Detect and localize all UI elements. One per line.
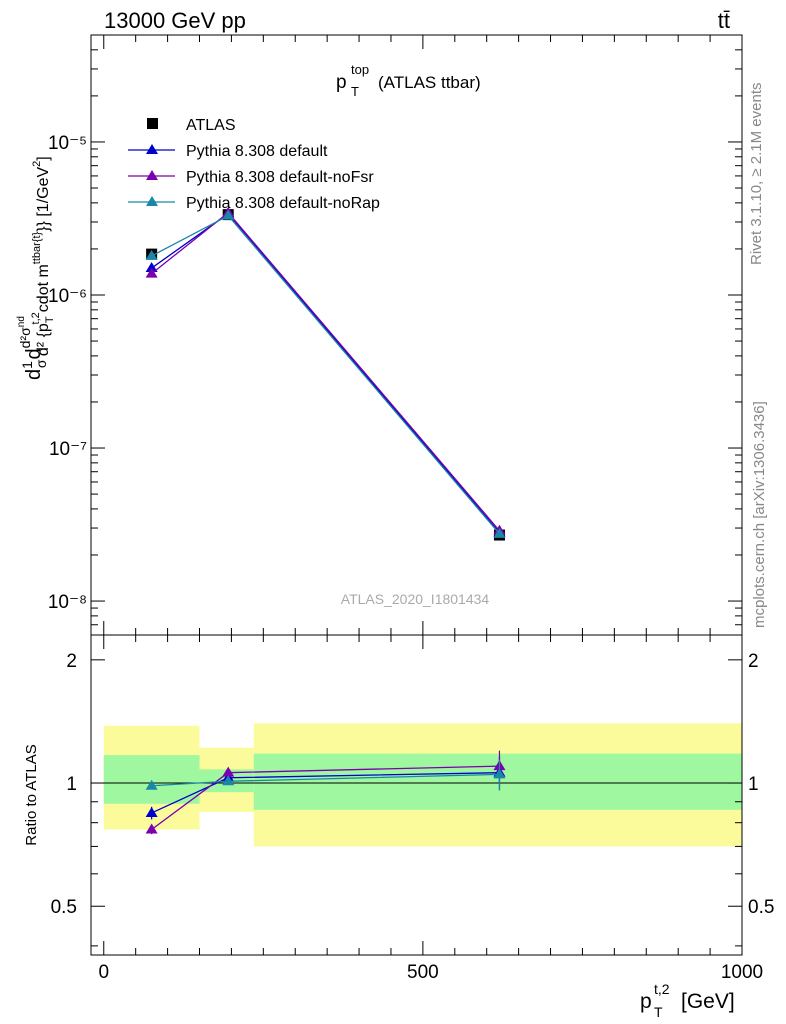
ratio-panel: 0 500 1000 0.5 0.5 1 1 2 2 [51,634,774,983]
main-ytick-label: 10⁻⁵ [48,133,87,154]
analysis-id: ATLAS_2020_I1801434 [341,591,490,607]
xtick-label: 0 [98,962,109,983]
ratio-noRap-point [493,768,506,779]
ratio-noFsr-point [222,766,235,777]
legend-marker-norap [146,196,158,206]
ratio-default-point [145,806,158,817]
svg-text:T: T [654,1004,663,1020]
legend-marker-atlas [147,118,158,129]
plot-title: p [336,72,347,93]
legend-label-default: Pythia 8.308 default [186,143,328,160]
main-noRap-point [493,527,506,538]
plot-title-sub: T [351,84,359,99]
ratio-ytick-label-right: 0.5 [748,897,774,918]
ratio-noRap-point [222,775,235,786]
main-noFsr-line [151,211,500,532]
ratio-band-inner [103,755,200,804]
main-ytick-label: 10⁻⁶ [48,286,87,307]
main-series [145,206,506,541]
main-default-point [145,262,158,273]
legend: ATLAS Pythia 8.308 default Pythia 8.308 … [128,117,380,212]
svg-text:p: p [640,990,652,1013]
main-ytick-label: 10⁻⁷ [49,439,87,460]
ratio-bands [91,723,742,847]
ratio-series [145,750,506,835]
legend-label-norap: Pythia 8.308 default-noRap [186,195,380,212]
legend-marker-default [146,144,158,154]
svg-text:t,2: t,2 [654,981,670,997]
ratio-ytick-label-left: 2 [66,651,77,672]
ratio-ytick-label-right: 1 [748,774,759,795]
main-noFsr-point [145,267,158,278]
mcplots-info: mcplots.cern.ch [arXiv:1306.3436] [751,401,768,628]
ratio-ytick-label-left: 1 [66,774,77,795]
ratio-band-inner [253,753,742,810]
main-noRap-point [222,209,235,220]
ratio-noFsr-point [145,823,158,834]
main-ytick-label: 10⁻⁸ [48,592,87,613]
legend-label-nofsr: Pythia 8.308 default-noFsr [186,169,374,186]
plot-title-sup: top [351,62,369,77]
xaxis-label: p T t,2 [GeV] [640,981,735,1020]
ratio-noRap-point [145,779,158,790]
legend-marker-nofsr [146,170,158,180]
legend-label-atlas: ATLAS [186,117,236,134]
energy-label: 13000 GeV pp [104,8,246,33]
ratio-ticks: 0 500 1000 0.5 0.5 1 1 2 2 [51,635,774,983]
main-ticks: 10⁻⁸ 10⁻⁷ 10⁻⁶ 10⁻⁵ [48,34,743,636]
main-panel: 10⁻⁸ 10⁻⁷ 10⁻⁶ 10⁻⁵ p T top (ATLAS ttbar) A… [48,34,743,636]
main-default-line [151,212,500,534]
main-ylabel: d1σdd²σndd² {pTt,2cdot mttbar{t}}} [1/Ge… [16,156,56,380]
ratio-ytick-label-right: 2 [748,651,759,672]
main-noRap-point [145,249,158,260]
plot-title-rest: (ATLAS ttbar) [378,73,481,92]
ratio-ylabel: Ratio to ATLAS [23,744,40,845]
ratio-ytick-label-left: 0.5 [51,897,77,918]
rivet-info: Rivet 3.1.10, ≥ 2.1M events [748,83,765,266]
xtick-label: 500 [407,962,439,983]
svg-text:[GeV]: [GeV] [681,990,735,1013]
process-label: tt̄ [718,8,730,33]
svg-text:d1σdd²σndd² {pTt,2cdot mttbar{: d1σdd²σndd² {pTt,2cdot mttbar{t}}} [1/Ge… [16,156,56,380]
ratio-frame [90,634,743,956]
xtick-label: 1000 [721,962,763,983]
main-noRap-line [151,214,500,535]
